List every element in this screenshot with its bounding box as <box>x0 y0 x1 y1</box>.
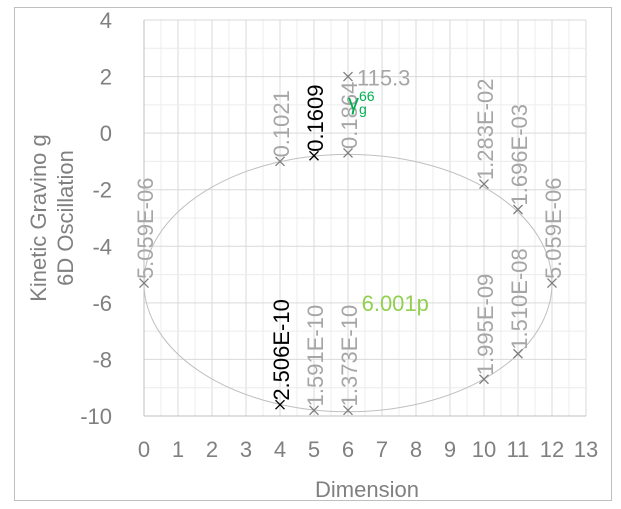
marker-stroke <box>309 405 319 416</box>
marker-stroke <box>513 348 523 359</box>
x-axis-title: Dimension <box>315 477 419 502</box>
chart-frame <box>14 7 612 501</box>
data-label: 0.1609 <box>303 84 328 151</box>
y-tick-label: 2 <box>100 65 112 90</box>
y-tick-label: -4 <box>92 234 112 259</box>
data-point-marker <box>513 348 523 359</box>
marker-stroke <box>309 150 319 161</box>
marker-stroke <box>479 374 489 385</box>
annotation-scripts: 66g <box>359 88 375 117</box>
data-label: 1.283E-02 <box>473 79 498 181</box>
data-label: 115.3 <box>357 66 410 91</box>
data-point-marker <box>275 156 285 167</box>
y-tick-label: 4 <box>100 8 112 33</box>
y-axis-title-line: 6D Oscillation <box>53 150 78 286</box>
data-point-marker <box>547 278 557 289</box>
y-tick-label: -6 <box>92 291 112 316</box>
y-tick-label: 0 <box>100 121 112 146</box>
x-tick-label: 8 <box>410 437 422 462</box>
x-tick-label: 13 <box>574 437 598 462</box>
marker-stroke <box>275 156 285 167</box>
data-points <box>139 71 557 416</box>
data-point-marker <box>343 71 353 82</box>
data-label: 5.059E-06 <box>133 178 158 280</box>
data-point-marker <box>513 204 523 215</box>
x-tick-label: 12 <box>540 437 564 462</box>
data-label: 1.696E-03 <box>507 104 532 206</box>
data-point-marker <box>139 278 149 289</box>
x-tick-label: 3 <box>240 437 252 462</box>
data-label: 5.059E-06 <box>541 178 566 280</box>
data-label: 0.1021 <box>269 90 294 157</box>
data-label: 2.506E-10 <box>269 299 294 401</box>
data-point-marker <box>275 399 285 410</box>
x-tick-label: 1 <box>172 437 184 462</box>
marker-stroke <box>139 278 149 289</box>
marker-stroke <box>343 147 353 158</box>
x-tick-label: 10 <box>472 437 496 462</box>
marker-stroke <box>275 399 285 410</box>
x-tick-label: 7 <box>376 437 388 462</box>
data-label: 1.995E-09 <box>473 274 498 376</box>
marker-stroke <box>343 71 353 82</box>
annotation-superscript: 66 <box>359 88 375 104</box>
x-tick-label: 2 <box>206 437 218 462</box>
data-label: 1.510E-08 <box>507 248 532 350</box>
x-tick-label: 4 <box>274 437 286 462</box>
y-axis-title: Kinetic Gravino g 6D Oscillation <box>26 134 78 302</box>
marker-stroke <box>479 179 489 190</box>
data-point-marker <box>309 150 319 161</box>
data-labels: 5.059E-06 0.1021 2.506E-10 0.1609 1.591E-10 1… <box>133 66 566 407</box>
data-point-marker <box>343 405 353 416</box>
annotation-label: 6.001p <box>362 291 429 316</box>
x-tick-label: 5 <box>308 437 320 462</box>
marker-stroke <box>547 278 557 289</box>
marker-stroke <box>343 405 353 416</box>
grid-lines <box>143 19 587 417</box>
y-tick-label: -2 <box>92 178 112 203</box>
x-tick-label: 9 <box>444 437 456 462</box>
annotation-label: γ <box>348 90 359 115</box>
data-point-marker <box>343 147 353 158</box>
x-tick-label: 11 <box>507 437 530 462</box>
annotation-subscript: g <box>359 101 367 117</box>
data-label: 1.373E-10 <box>337 305 362 407</box>
data-point-marker <box>479 179 489 190</box>
annotations: 6.001p γ 66g <box>348 88 429 316</box>
data-label: 1.591E-10 <box>303 305 328 407</box>
data-point-marker <box>479 374 489 385</box>
data-point-marker <box>309 405 319 416</box>
y-tick-label: -10 <box>80 404 112 429</box>
y-axis-title-line: Kinetic Gravino g <box>26 134 51 302</box>
data-label: 0.1864 <box>337 82 362 149</box>
marker-stroke <box>513 204 523 215</box>
x-tick-label: 0 <box>138 437 150 462</box>
y-tick-label: -8 <box>92 347 112 372</box>
x-tick-label: 6 <box>342 437 354 462</box>
